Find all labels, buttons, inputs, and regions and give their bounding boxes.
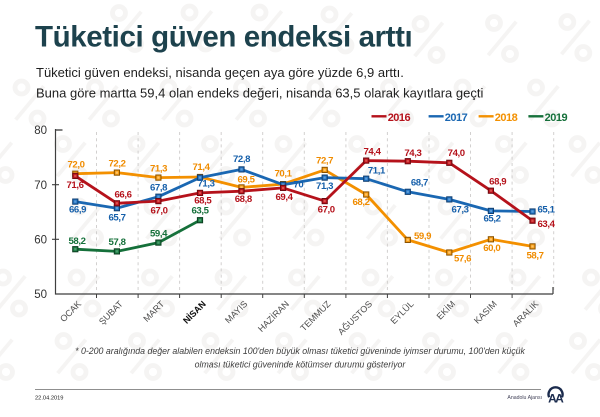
svg-text:80: 80 — [34, 125, 47, 137]
svg-text:74,0: 74,0 — [448, 148, 465, 159]
svg-text:2016: 2016 — [388, 112, 411, 124]
svg-text:Tüketici güven endeksi, nisand: Tüketici güven endeksi, nisanda geçen ay… — [36, 65, 404, 80]
svg-text:2018: 2018 — [495, 112, 518, 124]
svg-text:69,4: 69,4 — [275, 192, 293, 203]
svg-text:71,6: 71,6 — [66, 180, 83, 191]
svg-text:59,4: 59,4 — [150, 228, 168, 239]
svg-text:71,4: 71,4 — [192, 162, 210, 173]
svg-text:50: 50 — [34, 289, 47, 301]
svg-text:65,7: 65,7 — [108, 213, 125, 224]
svg-text:66,9: 66,9 — [69, 204, 86, 215]
svg-text:67,3: 67,3 — [451, 204, 468, 215]
svg-text:57,6: 57,6 — [454, 254, 471, 265]
svg-text:68,8: 68,8 — [235, 194, 253, 205]
svg-text:Tüketici güven endeksi arttı: Tüketici güven endeksi arttı — [35, 21, 412, 54]
svg-text:63,5: 63,5 — [191, 206, 209, 217]
svg-text:65,1: 65,1 — [538, 205, 556, 216]
svg-text:58,2: 58,2 — [68, 236, 85, 247]
svg-text:70: 70 — [34, 180, 47, 192]
svg-text:2019: 2019 — [545, 112, 568, 124]
svg-text:68,5: 68,5 — [194, 195, 212, 206]
svg-text:Buna göre martta 59,4 olan end: Buna göre martta 59,4 olan endeks değeri… — [36, 86, 483, 101]
svg-text:68,2: 68,2 — [352, 197, 369, 208]
svg-text:58,7: 58,7 — [526, 250, 543, 261]
svg-text:63,4: 63,4 — [538, 219, 556, 230]
svg-text:72,0: 72,0 — [67, 160, 84, 171]
svg-text:AA: AA — [548, 391, 564, 405]
svg-text:22.04.2019: 22.04.2019 — [35, 396, 63, 402]
svg-text:71,1: 71,1 — [368, 166, 386, 177]
svg-text:67,0: 67,0 — [318, 205, 335, 216]
svg-text:74,3: 74,3 — [404, 148, 421, 159]
svg-text:70: 70 — [294, 179, 304, 190]
svg-text:60,0: 60,0 — [483, 243, 500, 254]
svg-text:59,9: 59,9 — [414, 231, 431, 242]
svg-text:57,8: 57,8 — [108, 237, 126, 248]
svg-text:72,2: 72,2 — [108, 158, 125, 169]
svg-text:72,8: 72,8 — [233, 154, 251, 165]
svg-text:66,6: 66,6 — [114, 190, 131, 201]
svg-text:olması tüketici güveninde kötü: olması tüketici güveninde kötümser durum… — [195, 360, 407, 370]
svg-text:68,7: 68,7 — [411, 178, 428, 189]
svg-text:74,4: 74,4 — [363, 147, 381, 158]
svg-text:70,1: 70,1 — [274, 169, 292, 180]
svg-text:67,0: 67,0 — [150, 205, 167, 216]
svg-text:65,2: 65,2 — [483, 214, 500, 225]
svg-text:60: 60 — [34, 235, 47, 247]
svg-text:69,5: 69,5 — [237, 175, 255, 186]
svg-text:68,9: 68,9 — [489, 177, 506, 188]
svg-text:2017: 2017 — [445, 112, 468, 124]
svg-text:Anadolu Ajansı: Anadolu Ajansı — [507, 395, 542, 401]
svg-text:71,3: 71,3 — [316, 181, 333, 192]
svg-text:72,7: 72,7 — [316, 156, 333, 167]
svg-text:* 0-200 aralığında değer alabi: * 0-200 aralığında değer alabilen endeks… — [75, 346, 525, 356]
svg-text:71,3: 71,3 — [150, 163, 167, 174]
svg-text:71,3: 71,3 — [197, 179, 214, 190]
svg-text:67,8: 67,8 — [150, 182, 168, 193]
